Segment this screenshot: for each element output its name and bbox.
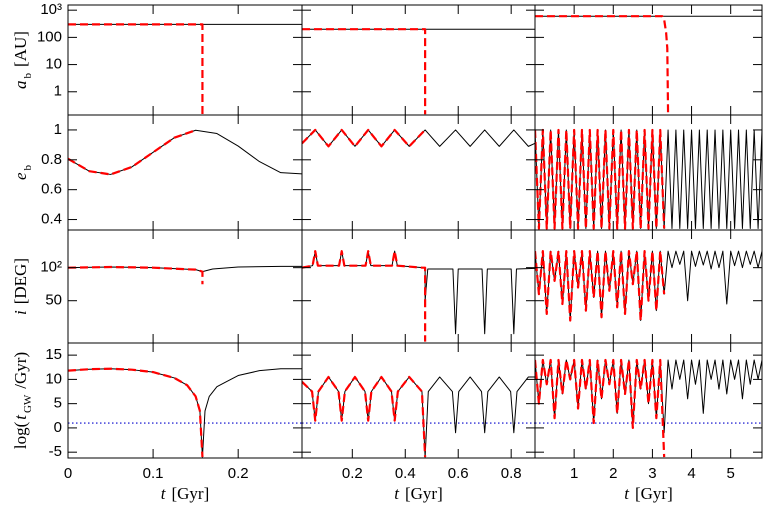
line-series (302, 375, 427, 458)
y-tick-label: 0.8 (41, 151, 62, 168)
line-series (535, 250, 666, 322)
line-series (535, 15, 670, 115)
line-series (302, 128, 426, 148)
line-series (535, 128, 666, 230)
y-tick-label: 100 (37, 28, 62, 45)
y-tick-label: 0 (54, 419, 62, 436)
x-tick-label: 3 (648, 465, 656, 482)
panel (68, 23, 302, 115)
panel (302, 375, 535, 458)
x-tick-label: 0.6 (448, 465, 469, 482)
x-tick-label: 2 (609, 465, 617, 482)
panel (535, 15, 762, 115)
line-series (68, 265, 302, 273)
panel-frame (534, 342, 763, 459)
line-series (302, 129, 535, 147)
line-series (68, 129, 302, 175)
label-part: b (22, 164, 34, 170)
label-part: t (624, 484, 630, 503)
panel (302, 28, 535, 115)
panel (535, 250, 762, 322)
panel (68, 129, 302, 176)
panel (302, 128, 535, 148)
label-part: t (161, 484, 167, 503)
panel-frame (301, 229, 536, 344)
y-tick-label: 10³ (40, 1, 62, 18)
label-part: log( (11, 421, 30, 449)
y-axis-label: eb (11, 164, 34, 180)
x-tick-label: 5 (727, 465, 735, 482)
panel-frame (301, 4, 536, 116)
y-axis-label: ab [AU] (11, 31, 34, 89)
panel-frame (534, 4, 763, 116)
line-series (68, 23, 204, 115)
label-part: [DEG] (11, 258, 30, 304)
label-part: t (11, 414, 30, 420)
line-series (302, 28, 427, 115)
x-tick-label: 0 (64, 465, 72, 482)
x-tick-label: 0.8 (501, 465, 522, 482)
x-tick-label: 1 (570, 465, 578, 482)
line-series (68, 368, 302, 458)
y-tick-label: 10 (45, 56, 62, 73)
panel (68, 367, 302, 458)
x-axis-label: t [Gyr] (394, 484, 443, 503)
y-tick-label: 10 (45, 370, 62, 387)
label-part: GW (22, 394, 34, 413)
panel-frame (67, 229, 303, 344)
panel (68, 265, 302, 285)
label-part: [Gyr] (171, 484, 209, 503)
y-tick-label: 0.6 (41, 181, 62, 198)
panel (302, 250, 535, 342)
line-series (68, 367, 204, 458)
panel-frame (67, 342, 303, 459)
x-tick-label: 0.2 (228, 465, 249, 482)
label-part: [Gyr] (405, 484, 443, 503)
panel (535, 128, 762, 230)
line-series (302, 250, 427, 342)
y-tick-label: 5 (54, 395, 62, 412)
y-tick-label: -5 (49, 443, 62, 460)
label-part: /Gyr) (11, 352, 30, 389)
panel (535, 358, 762, 458)
x-tick-label: 0.1 (143, 465, 164, 482)
label-part: [AU] (11, 31, 30, 67)
label-part: t (394, 484, 400, 503)
label-part: a (11, 80, 30, 89)
y-tick-label: 10² (40, 259, 62, 276)
line-series (535, 358, 666, 458)
panel-frame (301, 342, 536, 459)
label-part: i (11, 310, 30, 315)
x-axis-label: t [Gyr] (161, 484, 210, 503)
label-part: b (22, 72, 34, 78)
y-tick-label: 1 (54, 83, 62, 100)
y-tick-label: 0.4 (41, 211, 62, 228)
x-tick-label: 0.2 (342, 465, 363, 482)
y-tick-label: 50 (45, 292, 62, 309)
line-series (302, 250, 535, 335)
panel-frame (67, 4, 303, 116)
line-series (68, 129, 197, 176)
y-axis-label: log(tGW/Gyr) (11, 352, 34, 449)
x-axis-label: t [Gyr] (624, 484, 673, 503)
y-tick-label: 1 (54, 121, 62, 138)
y-axis-label: i [DEG] (11, 258, 30, 315)
label-part: [Gyr] (635, 484, 673, 503)
label-part: e (11, 172, 30, 180)
x-tick-label: 0.4 (395, 465, 416, 482)
y-tick-label: 15 (45, 346, 62, 363)
line-series (68, 265, 204, 285)
x-tick-label: 4 (687, 465, 695, 482)
panel-frame (301, 114, 536, 231)
